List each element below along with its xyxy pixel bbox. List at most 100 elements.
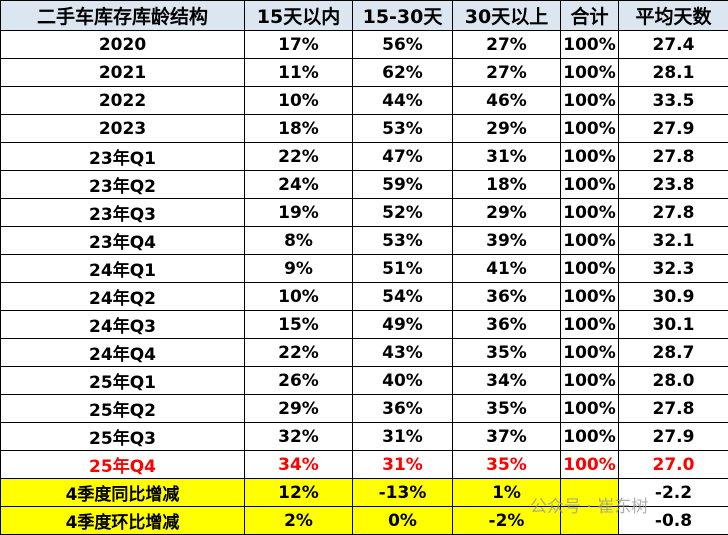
table-cell: 24年Q1 (0, 254, 245, 283)
table-cell: 25年Q1 (0, 366, 245, 395)
table-cell: 100% (560, 226, 619, 255)
table-row: 24年Q3 15% 49% 36% 100% 30.1 (0, 310, 728, 339)
table-cell: 28.0 (618, 366, 728, 395)
table-row: 24年Q2 10% 54% 36% 100% 30.9 (0, 282, 728, 311)
table-cell: 51% (352, 254, 453, 283)
table-cell: 100% (560, 366, 619, 395)
table-cell: 53% (352, 226, 453, 255)
table-cell: 28.1 (618, 58, 728, 87)
table-cell: 100% (560, 114, 619, 143)
table-cell: 62% (352, 58, 453, 87)
table-cell: 18% (452, 170, 561, 199)
table-cell: 36% (452, 282, 561, 311)
summary-cell: -0.8 (618, 506, 728, 535)
table-cell: 30.9 (618, 282, 728, 311)
summary-cell: -2% (452, 506, 561, 535)
watermark: 公众号 · 崔东树 (530, 497, 649, 517)
table-row: 23年Q4 8% 53% 39% 100% 32.1 (0, 226, 728, 255)
table-cell: 100% (560, 338, 619, 367)
table-cell: 35% (452, 450, 561, 479)
table-cell: 100% (560, 58, 619, 87)
table-cell: 54% (352, 282, 453, 311)
table-cell: 40% (352, 366, 453, 395)
table-cell: 31% (352, 422, 453, 451)
table-row: 24年Q4 22% 43% 35% 100% 28.7 (0, 338, 728, 367)
table-cell: 2021 (0, 58, 245, 87)
table-cell: 43% (352, 338, 453, 367)
table-row: 23年Q2 24% 59% 18% 100% 23.8 (0, 170, 728, 199)
table-cell: 24年Q3 (0, 310, 245, 339)
table-cell: 19% (244, 198, 353, 227)
table-cell: 100% (560, 310, 619, 339)
table-cell: 10% (244, 86, 353, 115)
table-cell: 29% (244, 394, 353, 423)
table-cell: 17% (244, 30, 353, 59)
table-cell: 100% (560, 30, 619, 59)
table-cell: 26% (244, 366, 353, 395)
table-cell: 22% (244, 338, 353, 367)
table-row: 24年Q1 9% 51% 41% 100% 32.3 (0, 254, 728, 283)
table-cell: 31% (452, 142, 561, 171)
table-cell: 27% (452, 30, 561, 59)
table-cell: 100% (560, 254, 619, 283)
table-cell: 27.8 (618, 394, 728, 423)
summary-cell (560, 478, 619, 507)
table-cell: 59% (352, 170, 453, 199)
table-cell: 100% (560, 282, 619, 311)
table-cell: 34% (452, 366, 561, 395)
table-cell: 27.0 (618, 450, 728, 479)
column-header: 15-30天 (352, 0, 453, 31)
table-cell: 27.9 (618, 114, 728, 143)
table-cell: 35% (452, 338, 561, 367)
table-cell: 100% (560, 142, 619, 171)
table-cell: 44% (352, 86, 453, 115)
summary-cell: -2.2 (618, 478, 728, 507)
table-cell: 46% (452, 86, 561, 115)
table-row: 2020 17% 56% 27% 100% 27.4 (0, 30, 728, 59)
table-cell: 2020 (0, 30, 245, 59)
table-cell: 37% (452, 422, 561, 451)
table-cell: 29% (452, 114, 561, 143)
header-row: 二手车库存库龄结构 15天以内 15-30天 30天以上 合计 平均天数 (0, 0, 728, 31)
table-cell: 100% (560, 394, 619, 423)
table-cell: 10% (244, 282, 353, 311)
table-cell: 32% (244, 422, 353, 451)
table-cell: 52% (352, 198, 453, 227)
table-row: 23年Q3 19% 52% 29% 100% 27.8 (0, 198, 728, 227)
table-cell: 18% (244, 114, 353, 143)
table-cell: 22% (244, 142, 353, 171)
table-cell: 32.1 (618, 226, 728, 255)
table-cell: 28.7 (618, 338, 728, 367)
table-cell: 27.9 (618, 422, 728, 451)
column-header: 合计 (560, 0, 619, 31)
table-cell: 29% (452, 198, 561, 227)
table-row: 23年Q1 22% 47% 31% 100% 27.8 (0, 142, 728, 171)
summary-cell: 2% (244, 506, 353, 535)
table-cell: 23年Q2 (0, 170, 245, 199)
table-cell: 27% (452, 58, 561, 87)
summary-row: 4季度同比增减 12% -13% 1% -2.2 (0, 478, 728, 507)
table-cell: 15% (244, 310, 353, 339)
table-cell: 49% (352, 310, 453, 339)
table-row: 25年Q2 29% 36% 35% 100% 27.8 (0, 394, 728, 423)
table-row: 25年Q1 26% 40% 34% 100% 28.0 (0, 366, 728, 395)
table-cell: 24% (244, 170, 353, 199)
table-row: 2022 10% 44% 46% 100% 33.5 (0, 86, 728, 115)
table-cell: 23年Q4 (0, 226, 245, 255)
summary-cell: 1% (452, 478, 561, 507)
table-cell: 100% (560, 450, 619, 479)
table-cell: 31% (352, 450, 453, 479)
table-cell: 24年Q4 (0, 338, 245, 367)
table-cell: 27.8 (618, 198, 728, 227)
summary-cell: 4季度同比增减 (0, 478, 245, 507)
table-cell: 23.8 (618, 170, 728, 199)
table-cell: 9% (244, 254, 353, 283)
summary-cell: 4季度环比增减 (0, 506, 245, 535)
table-cell: 23年Q1 (0, 142, 245, 171)
table-cell: 32.3 (618, 254, 728, 283)
column-header: 30天以上 (452, 0, 561, 31)
table-cell: 36% (352, 394, 453, 423)
table-cell: 34% (244, 450, 353, 479)
table-cell: 30.1 (618, 310, 728, 339)
